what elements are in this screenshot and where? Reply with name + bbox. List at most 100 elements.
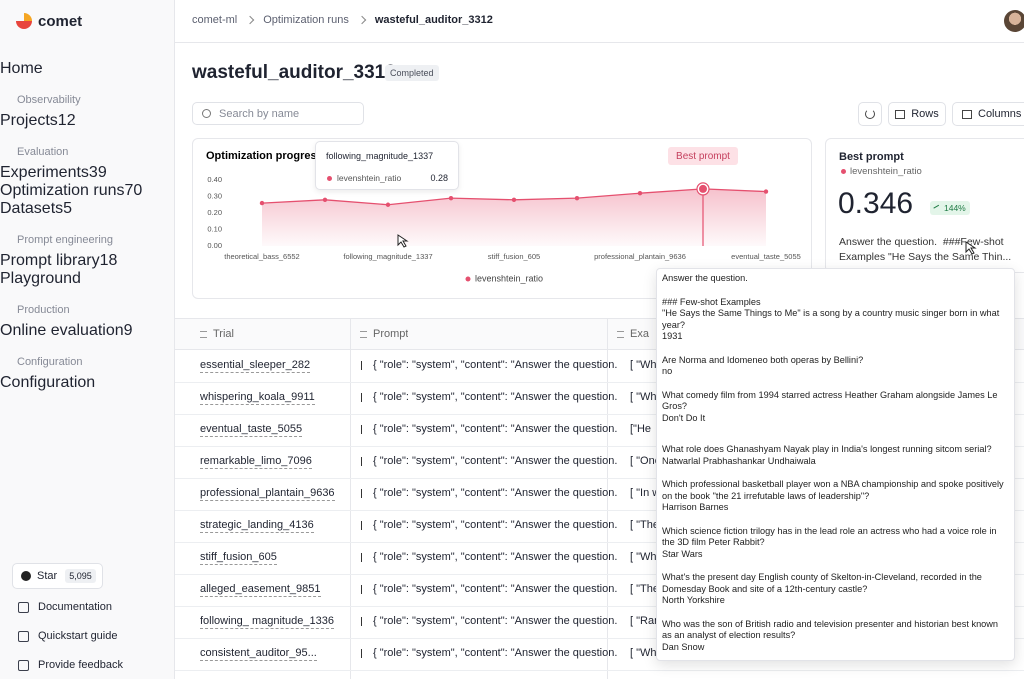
table-row[interactable]: strategic_landing_4136 { "role": "system"… [175, 510, 1024, 543]
popover-line: Star Wars [662, 548, 703, 559]
table-row[interactable]: eventual_taste_5055 { "role": "system", "… [175, 414, 1024, 447]
trial-name[interactable]: remarkable_limo_7096 [200, 455, 312, 469]
nav-item[interactable]: Configuration [0, 374, 174, 392]
column-header[interactable]: Prompt [373, 328, 409, 340]
search-box[interactable]: Search by name [192, 102, 364, 125]
popover-line: no [662, 366, 673, 376]
example-cell: [ "Wh [630, 359, 657, 371]
prompt-icon [361, 617, 362, 626]
popover-line: Who was the son of British radio and tel… [662, 618, 999, 641]
best-prompt-title: Best prompt [839, 151, 904, 163]
nav-item[interactable]: Projects12 [0, 112, 174, 130]
popover-block: Which professional basketball player won… [662, 479, 1004, 514]
footer-nav: Documentation Quickstart guide Provide fee… [0, 594, 174, 679]
tooltip-title: following_magnitude_1337 [326, 151, 434, 161]
popover-block: Who was the son of British radio and tel… [662, 619, 1004, 654]
point [637, 191, 643, 196]
x-tick-label: theoretical_bass_6552 [224, 252, 299, 261]
table-row[interactable]: essential_sleeper_282 { "role": "system",… [175, 350, 1024, 383]
page-title: wasteful_auditor_3312 [192, 62, 396, 83]
nav-item[interactable]: Provide feedback [8, 652, 166, 678]
column-header[interactable]: Exa [630, 328, 649, 340]
column-divider [350, 319, 351, 679]
nav-label: Documentation [38, 601, 112, 613]
point [574, 195, 580, 201]
nav-label: Provide feedback [38, 659, 123, 671]
best-prompt-change: 144% [930, 201, 970, 215]
trial-name[interactable]: strategic_landing_4136 [200, 519, 314, 533]
trial-name[interactable]: professional_plantain_9636 [200, 487, 335, 501]
nav: Home Observability Projects12 Evaluation Exp… [0, 60, 174, 392]
sidebar: comet Home Observability Projects12 Evaluati… [0, 0, 175, 679]
table-row[interactable]: remarkable_limo_7096 { "role": "system", … [175, 446, 1024, 479]
table-row[interactable]: consistent_auditor_95... { "role": "syste… [175, 638, 1024, 671]
table-row[interactable]: stiff_fusion_605 { "role": "system", "con… [175, 542, 1024, 575]
popover-line: Natwarlal Prabhashankar Undhaiwala [662, 455, 816, 466]
github-icon [21, 571, 31, 581]
popover-block: Are Norma and Idomeneo both operas by Be… [662, 355, 1004, 378]
table-row[interactable]: whispering_koala_9911 { "role": "system",… [175, 382, 1024, 415]
table-row[interactable]: professional_plantain_9636 { "role": "sys… [175, 478, 1024, 511]
trial-name[interactable]: following_ magnitude_1336 [200, 615, 334, 629]
y-tick-label: 0.30 [207, 191, 222, 200]
popover-line: What role does Ghanashyam Nayak play in … [662, 444, 992, 454]
nav-icon [18, 631, 29, 642]
logo-icon [16, 13, 32, 29]
prompt-icon [361, 553, 362, 562]
nav-item[interactable]: Online evaluation9 [0, 322, 174, 340]
trial-name[interactable]: alleged_easement_9851 [200, 583, 321, 597]
y-tick-label: 0.20 [207, 208, 222, 217]
point [322, 197, 328, 202]
prompt-cell: { "role": "system", "content": "Answer t… [373, 615, 618, 627]
nav-item[interactable]: Quickstart guide [8, 623, 166, 649]
trend-icon [933, 204, 941, 212]
best-prompt-metric: levenshtein_ratio [850, 166, 922, 177]
columns-button[interactable]: Columns [952, 102, 1024, 126]
table-row[interactable]: alleged_easement_9851 { "role": "system",… [175, 574, 1024, 607]
nav-count: 9 [123, 322, 133, 339]
trial-name[interactable]: stiff_fusion_605 [200, 551, 277, 565]
rows-label: Rows [911, 108, 939, 120]
y-tick-label: 0.40 [207, 175, 222, 184]
table-row[interactable]: following_ magnitude_1336 { "role": "syst… [175, 606, 1024, 639]
nav-icon [18, 660, 29, 671]
github-star[interactable]: Star 5,095 [12, 563, 103, 589]
point [763, 189, 769, 194]
nav-label: Home [0, 60, 43, 77]
breadcrumb-item[interactable]: comet-ml [192, 14, 238, 26]
annotation-box [668, 147, 738, 165]
column-divider [607, 319, 608, 679]
nav-item[interactable]: Home [0, 60, 174, 78]
column-header[interactable]: Trial [213, 328, 234, 340]
nav-item[interactable]: Prompt library18 [0, 252, 174, 270]
prompt-cell: { "role": "system", "content": "Answer t… [373, 487, 618, 499]
prompt-cell: { "role": "system", "content": "Answer t… [373, 583, 618, 595]
breadcrumb-item[interactable]: Optimization runs [263, 14, 349, 26]
y-tick-label: 0.00 [207, 241, 222, 250]
trial-name[interactable]: essential_sleeper_282 [200, 359, 311, 373]
prompt-icon [361, 361, 362, 370]
point [259, 200, 265, 206]
trial-name[interactable]: whispering_koala_9911 [200, 391, 315, 405]
avatar[interactable] [1004, 10, 1024, 32]
nav-item[interactable]: Datasets5 [0, 200, 174, 218]
refresh-button[interactable] [858, 102, 882, 126]
example-cell: [ "Wh [630, 551, 657, 563]
best-prompt-text: Answer the question. ###Few-shot Example… [839, 236, 1012, 263]
trial-name[interactable]: consistent_auditor_95... [200, 647, 317, 661]
trial-name[interactable]: eventual_taste_5055 [200, 423, 303, 437]
popover-line: Which professional basketball player won… [662, 479, 1004, 501]
area [262, 188, 766, 246]
nav-count: 70 [124, 182, 143, 199]
nav-item[interactable]: Documentation [8, 594, 166, 620]
top-bar: comet-ml Optimization runs wasteful_audito… [175, 0, 1024, 43]
nav-item[interactable]: Playground [0, 270, 174, 288]
nav-item[interactable]: Optimization runs70 [0, 182, 174, 200]
x-tick-label: eventual_taste_5055 [731, 252, 801, 261]
rows-button[interactable]: Rows [888, 102, 946, 126]
x-tick-label: stiff_fusion_605 [488, 252, 540, 261]
breadcrumb-item: wasteful_auditor_3312 [374, 14, 493, 26]
nav-item[interactable]: Experiments39 [0, 164, 174, 182]
point [385, 202, 391, 207]
nav-label: Datasets [0, 200, 64, 217]
